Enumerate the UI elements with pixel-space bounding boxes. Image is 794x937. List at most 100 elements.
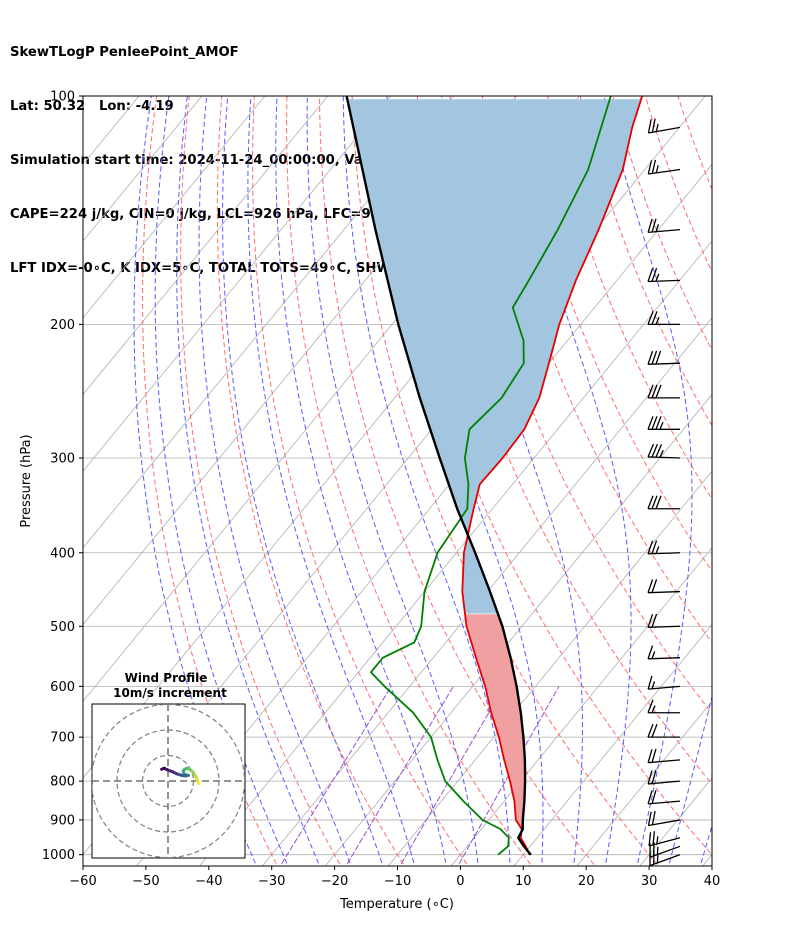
x-tick-label: −20 xyxy=(321,874,348,889)
dry-adiabat-line xyxy=(514,96,712,573)
moist-adiabat-line xyxy=(342,96,511,866)
isotherm-line xyxy=(83,96,203,242)
isotherm-line xyxy=(450,547,712,866)
moist-adiabat-line xyxy=(222,96,384,866)
wind-barb xyxy=(647,416,680,430)
chart-title: SkewTLogP PenleePoint_AMOF xyxy=(10,45,239,60)
x-tick-label: 10 xyxy=(515,874,532,889)
x-tick-label: 40 xyxy=(704,874,721,889)
wind-barb xyxy=(647,159,681,175)
isotherm-line xyxy=(0,79,90,886)
moist-adiabat-line xyxy=(275,96,447,866)
isotherm-line xyxy=(83,96,392,472)
plot-area xyxy=(0,79,794,886)
isotherm-line xyxy=(261,317,712,866)
dry-adiabat-line xyxy=(579,96,712,427)
mixing-ratio-line xyxy=(345,686,454,866)
dry-adiabat-line xyxy=(743,96,794,871)
moist-adiabat-line xyxy=(176,96,321,866)
wind-barb xyxy=(647,495,680,510)
dry-adiabat-line xyxy=(252,96,469,866)
parcel-profile-line xyxy=(345,96,532,856)
mixing-ratio-line xyxy=(279,686,392,866)
hodograph-segment xyxy=(160,766,166,771)
isotherm-line xyxy=(198,240,712,866)
dry-adiabat-line xyxy=(319,96,596,866)
isotherm-line xyxy=(83,96,266,319)
y-tick-label: 200 xyxy=(50,318,75,333)
wind-barb xyxy=(647,723,680,738)
dry-adiabat-line xyxy=(180,96,342,866)
isotherm-line xyxy=(387,470,712,866)
wind-barb xyxy=(647,384,680,399)
y-tick-label: 700 xyxy=(50,731,75,746)
wind-barb xyxy=(647,267,681,283)
dry-adiabat-line xyxy=(216,96,406,866)
wind-barb xyxy=(647,675,681,690)
location-line: Lat: 50.32 Lon: -4.19 xyxy=(10,99,174,114)
isotherm-line xyxy=(324,393,712,866)
y-tick-label: 300 xyxy=(50,451,75,466)
x-tick-label: 0 xyxy=(456,874,464,889)
moist-adiabat-line xyxy=(603,96,693,866)
dry-adiabat-line xyxy=(286,96,533,866)
x-tick-label: −60 xyxy=(69,874,96,889)
wind-barb xyxy=(647,118,681,134)
moist-adiabat-line xyxy=(198,96,352,866)
moist-adiabat-line xyxy=(154,96,289,866)
cape-lower-area xyxy=(465,614,526,830)
isotherm-line xyxy=(639,777,712,866)
dry-adiabat-line xyxy=(776,96,794,871)
x-tick-label: 30 xyxy=(641,874,658,889)
wind-barb xyxy=(647,748,681,764)
x-tick-label: −10 xyxy=(384,874,411,889)
dry-adiabat-line xyxy=(142,96,279,866)
isotherm-line xyxy=(749,79,794,886)
wind-barb xyxy=(647,311,680,326)
dry-adiabat-line xyxy=(677,96,712,191)
hodograph: Wind Profile 10m/s increment xyxy=(91,671,246,859)
dry-adiabat-line xyxy=(351,96,660,866)
dry-adiabat-line xyxy=(612,96,712,352)
temperature-profile-line xyxy=(461,96,644,856)
wind-barb xyxy=(648,831,681,847)
x-axis-label: Temperature (∘C) xyxy=(339,897,454,912)
wind-barb xyxy=(647,218,681,234)
moist-adiabat-line xyxy=(247,96,416,866)
isotherm-line xyxy=(83,96,329,396)
x-tick-label: −30 xyxy=(258,874,285,889)
wind-barb xyxy=(647,579,681,594)
x-tick-label: −40 xyxy=(195,874,222,889)
y-tick-label: 100 xyxy=(50,90,75,105)
moist-adiabat-line xyxy=(699,824,712,866)
mixing-ratio-line xyxy=(457,686,560,866)
y-tick-label: 1000 xyxy=(42,848,75,863)
y-tick-label: 400 xyxy=(50,546,75,561)
cape-area xyxy=(347,99,642,614)
moist-adiabat-line xyxy=(511,96,632,866)
hodograph-title: Wind Profile xyxy=(125,671,208,685)
moist-adiabat-line xyxy=(730,96,794,871)
y-tick-label: 800 xyxy=(50,775,75,790)
wind-barbs xyxy=(647,118,681,867)
wind-barb xyxy=(647,350,681,365)
dewpoint-profile-line xyxy=(370,96,612,856)
isotherm-line xyxy=(83,96,455,549)
dry-adiabat-line xyxy=(709,96,712,103)
isotherm-line xyxy=(576,700,712,866)
axes: −60 −50 −40 −30 −20 −10 0 10 20 30 40 100 200 300 400 5… xyxy=(42,90,720,890)
hodograph-ring xyxy=(92,704,245,858)
y-axis-label: Pressure (hPa) xyxy=(19,434,34,527)
wind-barb xyxy=(647,645,681,660)
moist-adiabat-line xyxy=(306,96,479,866)
wind-barb xyxy=(647,540,681,555)
y-tick-label: 900 xyxy=(50,813,75,828)
x-tick-label: −50 xyxy=(132,874,159,889)
isotherm-line xyxy=(513,623,712,866)
wind-barb xyxy=(647,443,681,459)
wind-barb xyxy=(649,850,681,867)
wind-barb xyxy=(647,789,681,805)
moist-adiabat-line xyxy=(668,694,712,866)
hodograph-subtitle: 10m/s increment xyxy=(113,686,227,700)
